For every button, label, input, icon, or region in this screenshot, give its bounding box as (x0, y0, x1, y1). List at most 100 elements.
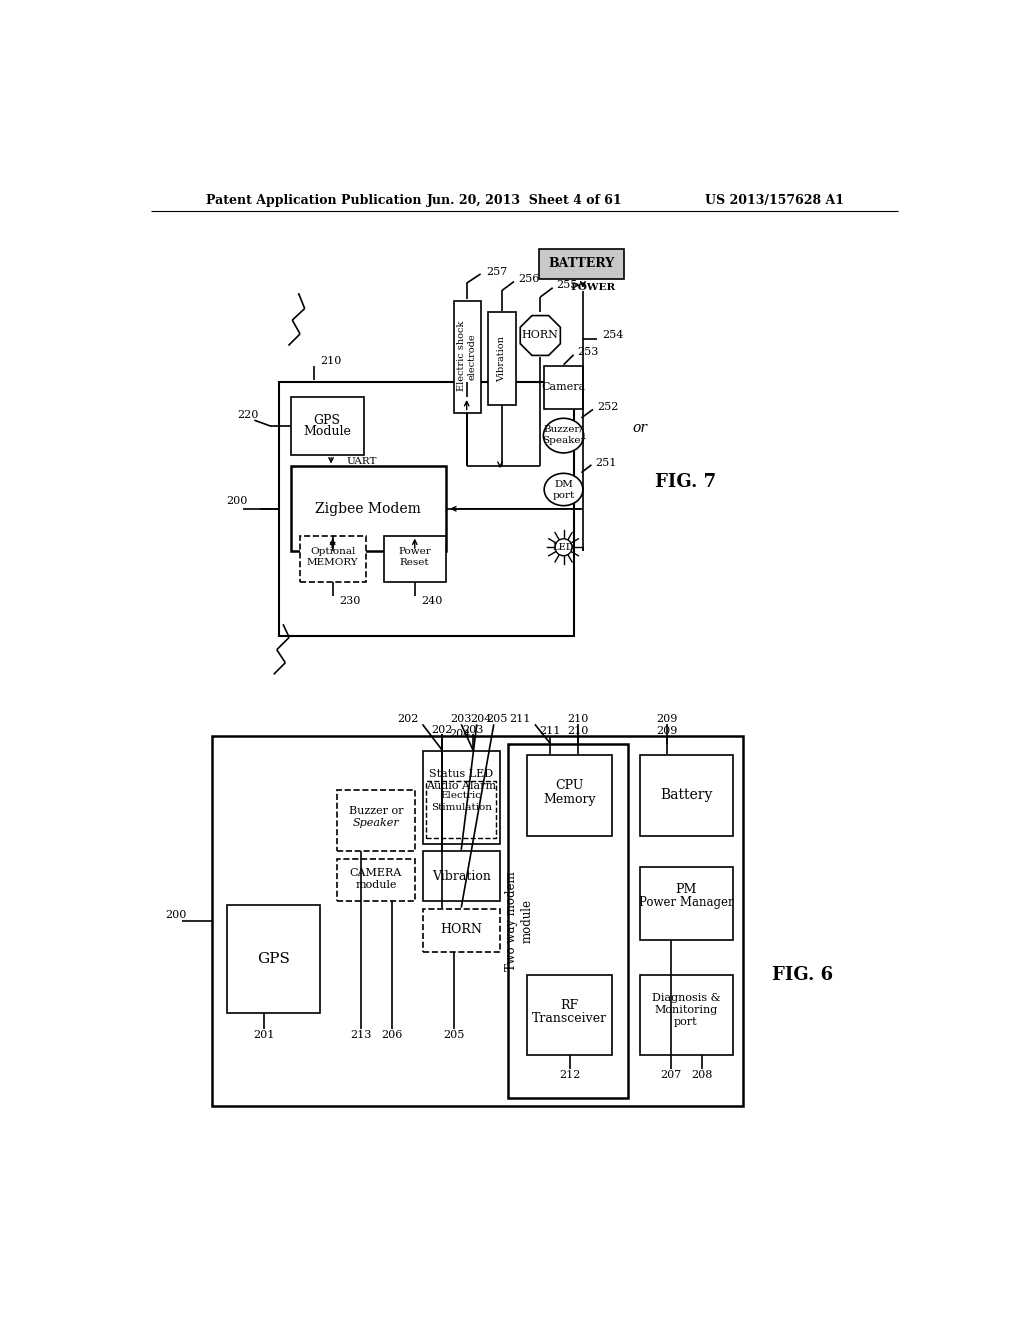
Bar (508, 743, 628, 1098)
Bar (291, 466, 445, 552)
Bar (384, 536, 445, 582)
Circle shape (555, 539, 572, 556)
Bar (423, 909, 500, 952)
Text: 204: 204 (450, 730, 471, 739)
Text: Electric shock
electrode: Electric shock electrode (457, 321, 476, 392)
Ellipse shape (544, 474, 583, 506)
Text: 210: 210 (321, 356, 342, 366)
Text: 209: 209 (656, 714, 677, 723)
Text: 210: 210 (567, 714, 588, 723)
Text: Buzzer or: Buzzer or (349, 807, 403, 816)
Text: Monitoring: Monitoring (654, 1005, 718, 1015)
Bar (291, 397, 365, 455)
Text: 252: 252 (597, 403, 618, 412)
Text: 201: 201 (253, 1030, 274, 1040)
Bar (454, 301, 480, 412)
Text: Vibration: Vibration (432, 870, 490, 883)
Text: Stimulation: Stimulation (431, 803, 492, 812)
Text: 254: 254 (602, 330, 624, 341)
Ellipse shape (544, 418, 584, 453)
Text: Speaker: Speaker (542, 437, 586, 445)
Bar (544, 367, 583, 409)
Text: FIG. 7: FIG. 7 (655, 473, 717, 491)
Text: UART: UART (346, 457, 377, 466)
Text: HORN: HORN (522, 330, 559, 341)
Text: 200: 200 (165, 909, 186, 920)
Text: US 2013/157628 A1: US 2013/157628 A1 (706, 194, 844, 207)
Text: Audio Alarm: Audio Alarm (426, 781, 497, 791)
Text: 205: 205 (486, 714, 508, 723)
Text: 207: 207 (659, 1069, 681, 1080)
Text: MEMORY: MEMORY (307, 558, 358, 568)
Bar (337, 859, 415, 902)
Text: Power: Power (398, 546, 431, 556)
Text: Camera: Camera (542, 381, 586, 392)
Text: or: or (632, 421, 647, 434)
Text: 230: 230 (339, 597, 360, 606)
Text: 212: 212 (559, 1069, 581, 1080)
Bar (300, 536, 366, 582)
Text: DM: DM (554, 479, 573, 488)
Text: port: port (674, 1018, 697, 1027)
Text: 206: 206 (381, 1030, 402, 1040)
Bar (539, 249, 624, 279)
Text: POWER: POWER (570, 284, 615, 292)
Text: Power Manager: Power Manager (639, 896, 733, 908)
Text: CPU: CPU (556, 779, 584, 792)
Text: CAMERA: CAMERA (350, 869, 402, 878)
Text: 202: 202 (397, 714, 419, 723)
Text: module: module (355, 879, 396, 890)
Polygon shape (520, 315, 560, 355)
Bar (426, 780, 496, 838)
Bar (423, 751, 500, 843)
Text: 256: 256 (518, 275, 540, 284)
Text: 211: 211 (540, 726, 561, 737)
Text: 205: 205 (442, 1030, 464, 1040)
Text: Zigbee Modem: Zigbee Modem (315, 502, 421, 516)
Bar (423, 851, 500, 902)
Text: Transceiver: Transceiver (532, 1012, 607, 1026)
Bar (227, 906, 321, 1014)
Text: port: port (552, 491, 574, 500)
Text: Reset: Reset (400, 558, 429, 568)
Text: Electric: Electric (440, 792, 481, 800)
Bar (212, 737, 742, 1106)
Text: Speaker: Speaker (352, 818, 399, 828)
Text: 203: 203 (462, 725, 483, 735)
Text: 204: 204 (470, 714, 492, 723)
Text: Patent Application Publication: Patent Application Publication (206, 194, 421, 207)
Text: 257: 257 (486, 267, 507, 277)
Bar (640, 867, 732, 940)
Text: 213: 213 (350, 1030, 371, 1040)
Bar (640, 974, 732, 1056)
Text: BATTERY: BATTERY (548, 257, 614, 271)
Text: HORN: HORN (440, 924, 482, 936)
Text: 210: 210 (567, 726, 588, 737)
Bar (280, 381, 573, 636)
Text: Buzzer/: Buzzer/ (544, 425, 584, 434)
Bar (640, 755, 732, 836)
Text: 251: 251 (595, 458, 616, 467)
Text: PM: PM (675, 883, 696, 896)
Bar (337, 789, 415, 851)
Text: Vibration: Vibration (497, 335, 506, 381)
Text: 253: 253 (578, 347, 599, 358)
Text: GPS: GPS (313, 413, 341, 426)
Text: RF: RF (561, 999, 579, 1012)
Text: 255: 255 (557, 280, 578, 290)
Bar (488, 313, 515, 405)
Bar (527, 755, 612, 836)
Text: 200: 200 (226, 496, 247, 506)
Text: 203: 203 (451, 714, 472, 723)
Text: GPS: GPS (257, 952, 290, 966)
Text: LED: LED (553, 543, 574, 552)
Text: 209: 209 (656, 726, 677, 737)
Text: Battery: Battery (659, 788, 712, 803)
Text: 208: 208 (691, 1069, 712, 1080)
Text: 220: 220 (238, 409, 259, 420)
Text: Module: Module (303, 425, 351, 438)
Text: Status LED: Status LED (429, 770, 494, 779)
Text: 211: 211 (510, 714, 531, 723)
Text: FIG. 6: FIG. 6 (772, 966, 833, 983)
Text: Jun. 20, 2013  Sheet 4 of 61: Jun. 20, 2013 Sheet 4 of 61 (427, 194, 623, 207)
